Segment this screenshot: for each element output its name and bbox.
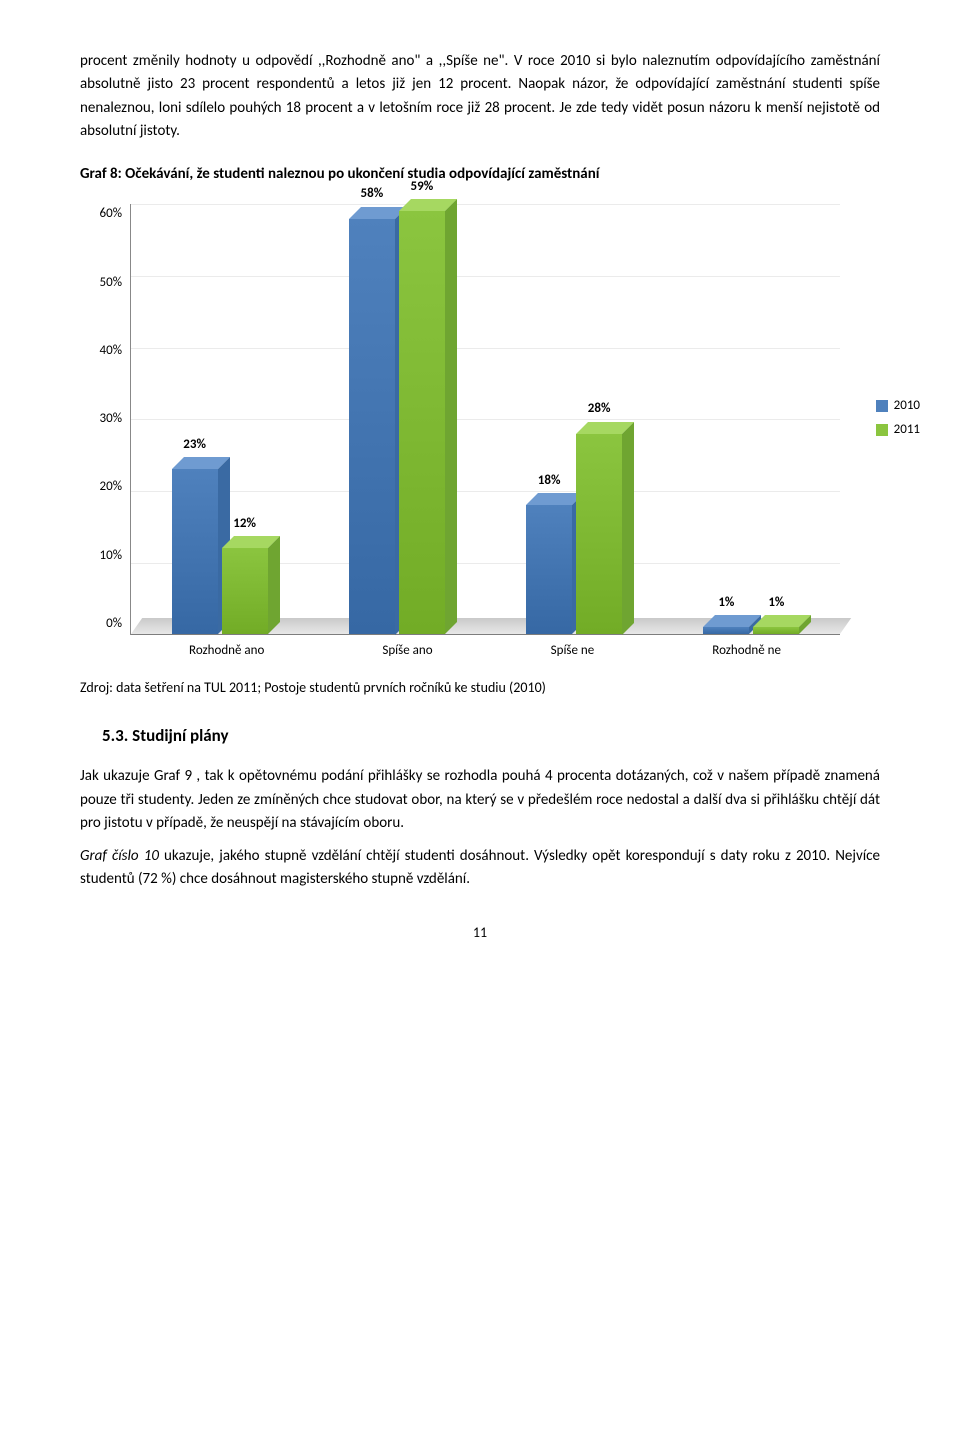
bar: 28% xyxy=(576,204,622,634)
y-tick-label: 60% xyxy=(100,204,122,224)
legend-label: 2011 xyxy=(894,420,920,440)
section-heading: 5.3. Studijní plány xyxy=(102,723,880,749)
bar-value-label: 23% xyxy=(172,435,218,455)
bar-group: 23% 12% xyxy=(172,204,268,634)
plot-area: 23% 12% 58%59% 18% 28% 1%1% xyxy=(131,204,840,634)
bar-value-label: 1% xyxy=(753,593,799,613)
graf-10-ref: Graf číslo 10 xyxy=(80,847,159,865)
y-tick-label: 0% xyxy=(106,614,122,634)
chart-legend: 2010 2011 xyxy=(876,396,920,444)
bar-value-label: 12% xyxy=(222,514,268,534)
bar: 58% xyxy=(349,204,395,634)
legend-swatch xyxy=(876,400,888,412)
legend-item: 2010 xyxy=(876,396,920,416)
x-axis-labels: Rozhodně ano Spíše ano Spíše ne Rozhodně ne xyxy=(130,641,840,661)
bar: 59% xyxy=(399,204,445,634)
y-tick-label: 40% xyxy=(100,341,122,361)
page-number: 11 xyxy=(80,922,880,944)
x-tick-label: Spíše ano xyxy=(382,641,432,661)
x-tick-label: Rozhodně ano xyxy=(189,641,264,661)
body-paragraph-3-rest: ukazuje, jakého stupně vzdělání chtějí s… xyxy=(80,847,880,888)
bar-value-label: 1% xyxy=(703,593,749,613)
bar: 12% xyxy=(222,204,268,634)
legend-label: 2010 xyxy=(894,396,920,416)
y-axis: 60% 50% 40% 30% 20% 10% 0% xyxy=(80,204,130,634)
bar-value-label: 18% xyxy=(526,471,572,491)
bar-group: 18% 28% xyxy=(526,204,622,634)
legend-item: 2011 xyxy=(876,420,920,440)
bar: 18% xyxy=(526,204,572,634)
bar-value-label: 59% xyxy=(399,177,445,197)
legend-swatch xyxy=(876,424,888,436)
chart-container: 60%50%40%30%20%10%0% 23%12%58%59%18%28%1… xyxy=(80,204,840,661)
x-tick-label: Rozhodně ne xyxy=(712,641,781,661)
y-tick-label: 50% xyxy=(100,273,122,293)
bar: 23% xyxy=(172,204,218,634)
y-tick-label: 30% xyxy=(100,409,122,429)
bar-group: 58%59% xyxy=(349,204,445,634)
chart-source: Zdroj: data šetření na TUL 2011; Postoje… xyxy=(80,677,880,699)
bar-value-label: 58% xyxy=(349,184,395,204)
chart-caption: Graf 8: Očekávání, že studenti naleznou … xyxy=(80,163,880,186)
bar: 1% xyxy=(753,204,799,634)
bar-group: 1%1% xyxy=(703,204,799,634)
x-tick-label: Spíše ne xyxy=(551,641,595,661)
body-paragraph-3: Graf číslo 10 ukazuje, jakého stupně vzd… xyxy=(80,845,880,892)
bar: 1% xyxy=(703,204,749,634)
y-tick-label: 10% xyxy=(100,546,122,566)
bar-value-label: 28% xyxy=(576,399,622,419)
y-tick-label: 20% xyxy=(100,477,122,497)
body-paragraph-2: Jak ukazuje Graf 9 , tak k opětovnému po… xyxy=(80,765,880,835)
intro-paragraph: procent změnily hodnoty u odpovědí ,,Roz… xyxy=(80,50,880,143)
